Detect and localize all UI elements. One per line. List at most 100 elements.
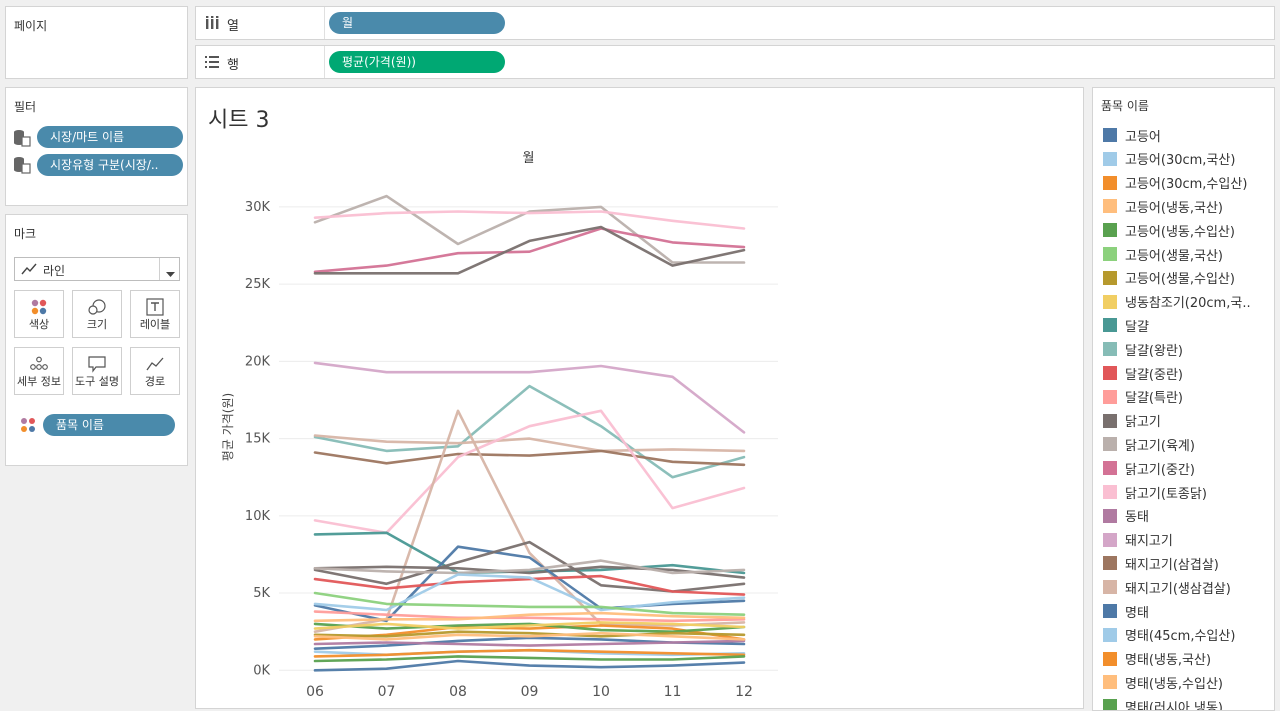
label-button-label: 레이블 xyxy=(139,318,171,331)
legend-label: 냉동참조기(20cm,국.. xyxy=(1125,296,1251,312)
detail-button[interactable]: 세부 정보 xyxy=(14,347,64,395)
legend-item[interactable]: 달걀 xyxy=(1103,313,1149,337)
legend-item[interactable]: 명태 xyxy=(1103,599,1149,623)
line-mark-icon xyxy=(21,263,37,278)
legend-item[interactable]: 동태 xyxy=(1103,504,1149,528)
mark-type-label: 라인 xyxy=(43,264,66,278)
legend-item[interactable]: 돼지고기(생삼겹살) xyxy=(1103,575,1231,599)
legend-swatch xyxy=(1103,270,1117,285)
series-line xyxy=(313,194,746,264)
legend-swatch xyxy=(1103,366,1117,380)
legend-swatch xyxy=(1103,461,1117,476)
series-line xyxy=(313,210,746,230)
legend-item[interactable]: 닭고기(토종닭) xyxy=(1103,480,1207,504)
series-line xyxy=(313,591,746,617)
legend-label: 명태(냉동,국산) xyxy=(1125,653,1212,669)
legend-item[interactable]: 달걀(특란) xyxy=(1103,385,1183,409)
series-line xyxy=(313,639,746,647)
legend-item[interactable]: 냉동참조기(20cm,국.. xyxy=(1103,290,1251,314)
legend-label: 고등어(30cm,수입산) xyxy=(1125,177,1248,193)
legend-swatch xyxy=(1103,485,1117,499)
series-line xyxy=(313,434,746,453)
legend-label: 고등어(냉동,수입산) xyxy=(1125,224,1235,240)
chevron-down-icon[interactable] xyxy=(166,267,175,281)
color-button[interactable]: 색상 xyxy=(14,290,64,338)
legend-item[interactable]: 고등어(생물,국산) xyxy=(1103,242,1223,266)
legend-item[interactable]: 고등어(냉동,수입산) xyxy=(1103,218,1235,242)
legend-item[interactable]: 명태(45cm,수입산) xyxy=(1103,623,1235,647)
series-line xyxy=(313,648,746,658)
columns-shelf[interactable]: 열 월 xyxy=(195,6,1275,40)
legend-item[interactable]: 닭고기 xyxy=(1103,409,1161,433)
columns-icon xyxy=(205,16,219,33)
path-button[interactable]: 경로 xyxy=(130,347,180,395)
filters-panel[interactable]: 필터 시장/마트 이름 시장유형 구분(시장/.. xyxy=(5,87,188,206)
x-tick-label: 08 xyxy=(449,684,467,700)
rows-shelf[interactable]: 행 평균(가격(원)) xyxy=(195,45,1275,79)
series-line xyxy=(313,574,746,596)
legend-item[interactable]: 닭고기(중간) xyxy=(1103,456,1195,480)
pages-panel[interactable]: 페이지 xyxy=(5,6,188,79)
legend-item[interactable]: 고등어(냉동,국산) xyxy=(1103,194,1223,218)
legend-label: 달걀(특란) xyxy=(1125,391,1183,407)
tooltip-button[interactable]: 도구 설명 xyxy=(72,347,122,395)
path-icon xyxy=(146,357,164,371)
series-line xyxy=(313,622,746,634)
legend-label: 명태(45cm,수입산) xyxy=(1125,629,1236,645)
legend-swatch xyxy=(1103,580,1117,595)
legend-swatch xyxy=(1103,151,1117,166)
legend-swatch xyxy=(1103,508,1117,523)
legend-label: 닭고기(토종닭) xyxy=(1125,486,1207,502)
sheet-view[interactable]: 시트 3 월 0K 5K 10K 15K 20K 25K 30K 평균 가격(원) 06 07 08 0… xyxy=(195,87,1084,709)
legend-swatch xyxy=(1103,675,1117,690)
series-line xyxy=(313,409,746,634)
line-chart[interactable]: 월 0K 5K 10K 15K 20K 25K 30K 평균 가격(원) 06 07 08 09 10 11… xyxy=(196,88,1083,708)
legend-label: 고등어 xyxy=(1125,129,1161,145)
marks-panel[interactable]: 마크 라인 색상 크기 레이블 세부 정보 도구 설명 경로 품목 이름 xyxy=(5,214,188,466)
pages-title: 페이지 xyxy=(14,19,48,33)
size-button[interactable]: 크기 xyxy=(72,290,122,338)
legend-item[interactable]: 명태(냉동,수입산) xyxy=(1103,670,1223,694)
x-tick-label: 09 xyxy=(521,684,539,700)
legend-item[interactable]: 명태(냉동,국산) xyxy=(1103,647,1211,671)
x-tick-label: 07 xyxy=(378,684,396,700)
filter-pill-market-name[interactable]: 시장/마트 이름 xyxy=(37,126,183,148)
series-line xyxy=(313,384,746,479)
series-line xyxy=(313,624,746,641)
rows-pill-avg-price[interactable]: 평균(가격(원)) xyxy=(329,51,505,73)
series-line xyxy=(313,631,746,641)
shelf-divider xyxy=(324,46,325,78)
text-label-icon xyxy=(146,298,164,316)
legend-item[interactable]: 달걀(중란) xyxy=(1103,361,1183,385)
legend-swatch xyxy=(1103,699,1117,710)
color-field-pill[interactable]: 품목 이름 xyxy=(43,414,175,436)
legend-label: 달걀(왕란) xyxy=(1125,343,1183,359)
legend-item[interactable]: 달걀(왕란) xyxy=(1103,337,1183,361)
mark-type-dropdown[interactable]: 라인 xyxy=(14,257,180,281)
legend-item[interactable]: 고등어(30cm,수입산) xyxy=(1103,171,1247,195)
y-tick-label: 0K xyxy=(253,663,270,678)
legend-item[interactable]: 닭고기(육계) xyxy=(1103,432,1195,456)
legend-label: 고등어(30cm,국산) xyxy=(1125,153,1236,169)
legend-swatch xyxy=(1103,437,1117,452)
legend-item[interactable]: 고등어(생물,수입산) xyxy=(1103,266,1235,290)
legend-panel[interactable]: 품목 이름 고등어 고등어(30cm,국산) 고등어(30cm,수입산) 고등어(냉동… xyxy=(1092,87,1275,711)
color-icon xyxy=(31,299,47,315)
legend-swatch xyxy=(1103,247,1117,261)
legend-item[interactable]: 고등어 xyxy=(1103,123,1161,147)
legend-item[interactable]: 돼지고기(삼겹살) xyxy=(1103,551,1219,575)
legend-swatch xyxy=(1103,627,1117,642)
legend-item[interactable]: 고등어(30cm,국산) xyxy=(1103,147,1235,171)
legend-swatch xyxy=(1103,389,1117,404)
legend-label: 돼지고기 xyxy=(1125,534,1173,550)
label-button[interactable]: 레이블 xyxy=(130,290,180,338)
legend-label: 동태 xyxy=(1125,510,1149,526)
legend-label: 고등어(생물,수입산) xyxy=(1125,272,1235,288)
legend-item[interactable]: 명태(러시아,냉동) xyxy=(1103,694,1223,710)
legend-item[interactable]: 돼지고기 xyxy=(1103,528,1173,552)
tooltip-icon xyxy=(88,356,106,373)
columns-pill-month[interactable]: 월 xyxy=(329,12,505,34)
filter-pill-market-type[interactable]: 시장유형 구분(시장/.. xyxy=(37,154,183,176)
series-line xyxy=(313,610,746,623)
legend-swatch xyxy=(1103,604,1117,618)
